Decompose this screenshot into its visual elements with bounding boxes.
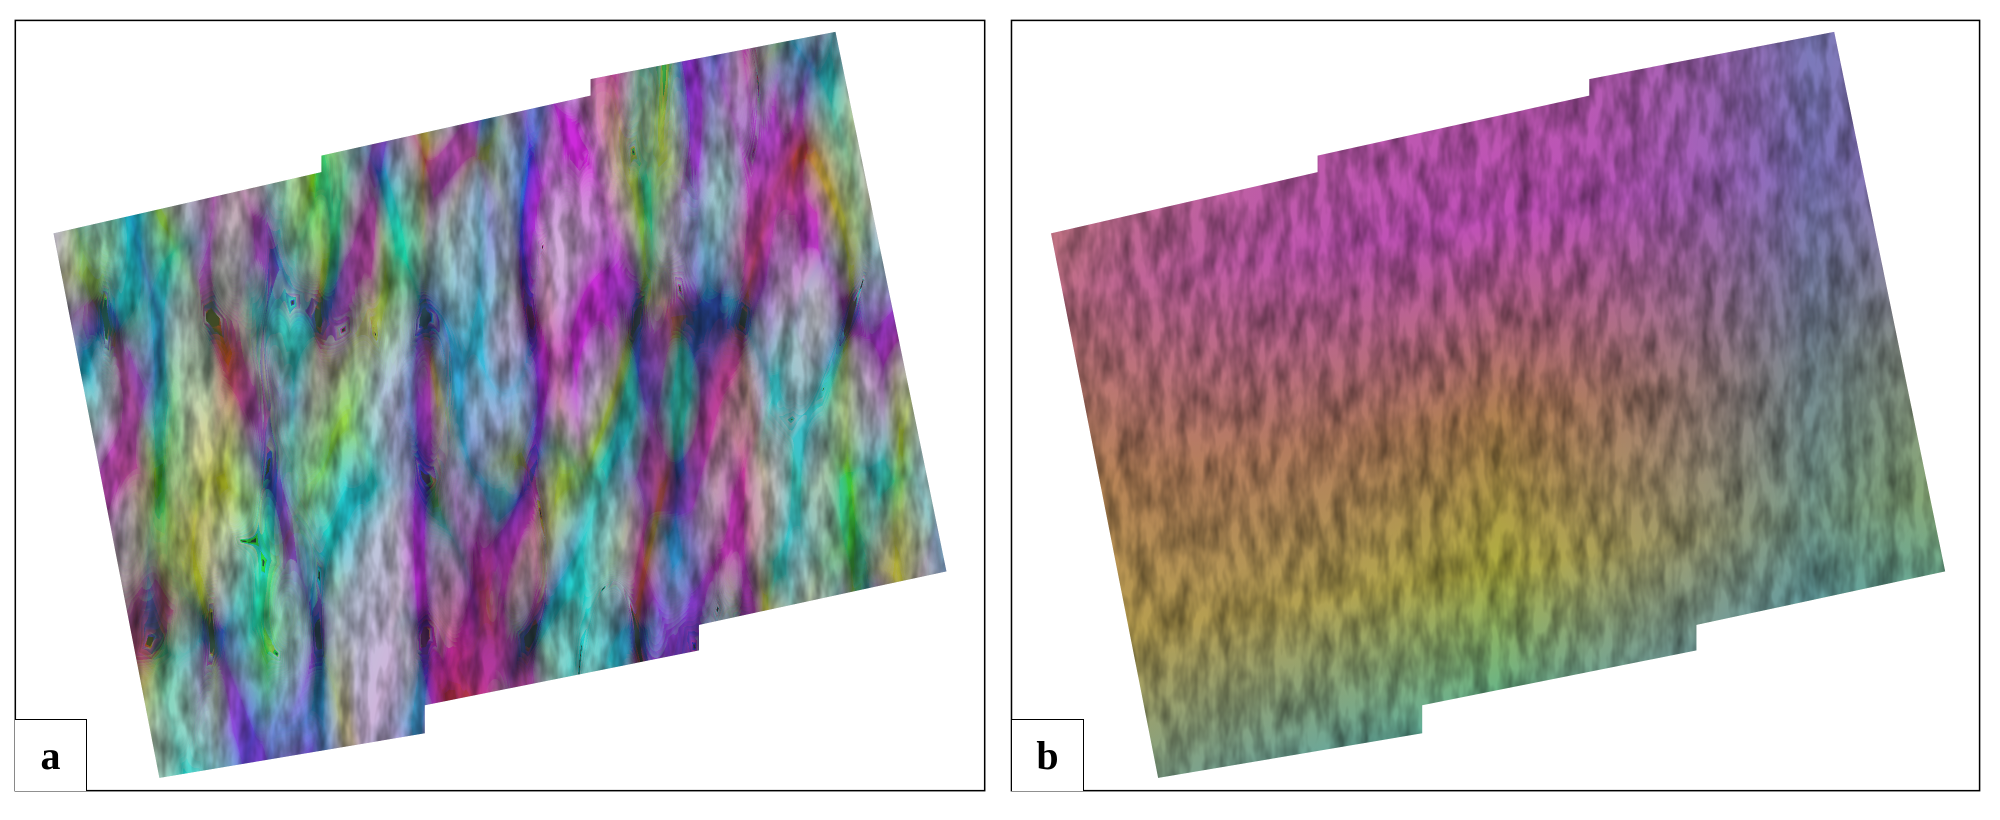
panel-b-interferogram-image xyxy=(1051,31,1946,778)
panel-a-interferogram-image xyxy=(53,31,947,778)
panel-b-label: b xyxy=(1012,719,1084,791)
panel-a xyxy=(14,19,986,792)
panel-b xyxy=(1010,19,1981,792)
panel-a-label: a xyxy=(15,719,87,791)
